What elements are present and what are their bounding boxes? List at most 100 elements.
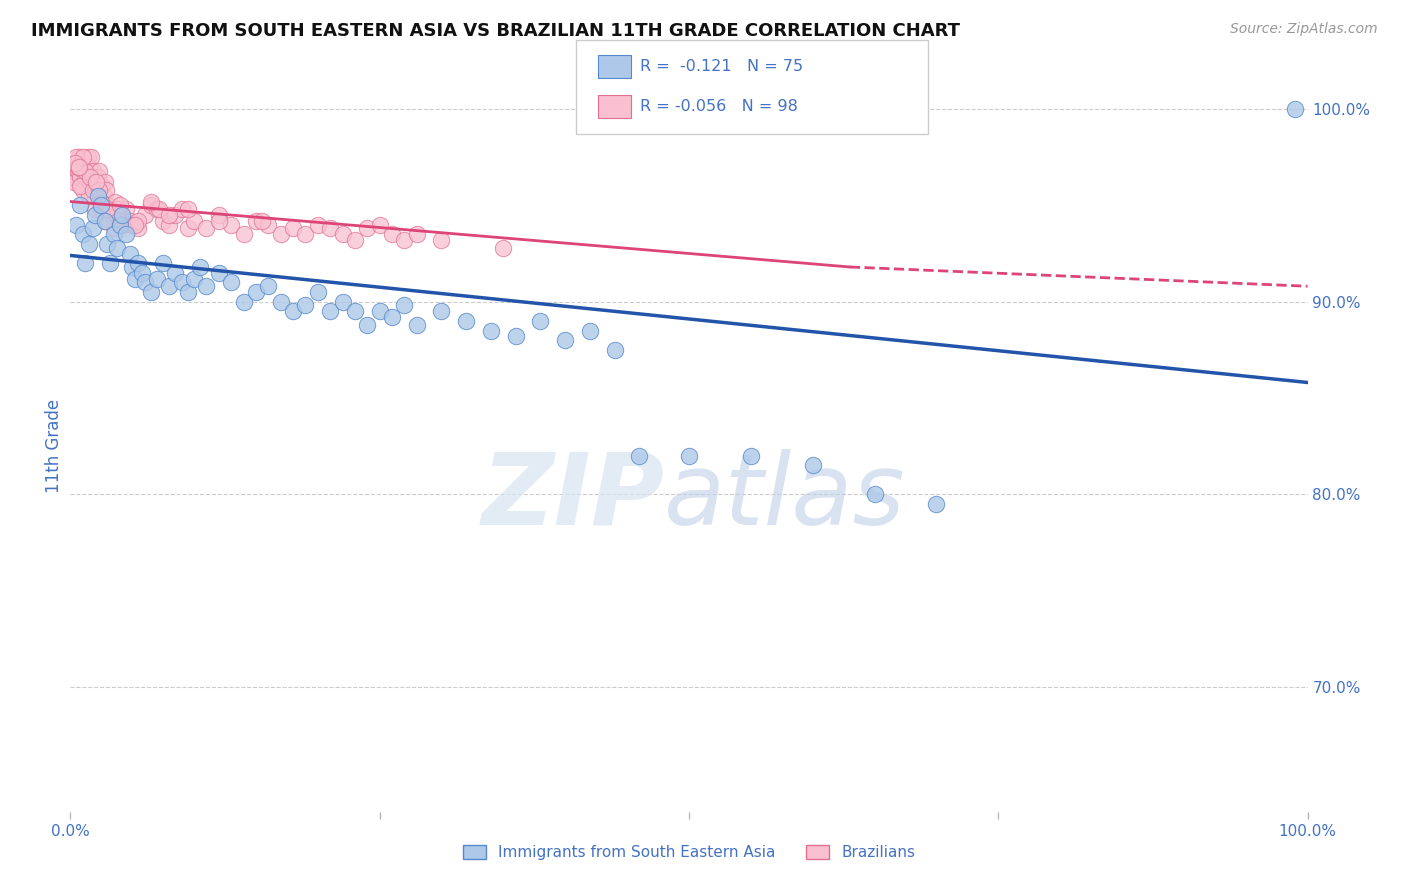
Point bbox=[529, 314, 551, 328]
Point bbox=[250, 214, 273, 228]
Point bbox=[188, 260, 211, 274]
Point bbox=[103, 221, 125, 235]
Point bbox=[108, 218, 131, 232]
Point bbox=[90, 194, 112, 209]
Point bbox=[208, 214, 231, 228]
Point bbox=[219, 276, 242, 290]
Point bbox=[69, 198, 91, 212]
Point bbox=[405, 318, 427, 332]
Point bbox=[232, 294, 254, 309]
Point bbox=[195, 221, 218, 235]
Text: ZIP: ZIP bbox=[481, 449, 664, 546]
Point bbox=[90, 194, 112, 209]
Text: Source: ZipAtlas.com: Source: ZipAtlas.com bbox=[1230, 22, 1378, 37]
Point bbox=[232, 227, 254, 242]
Point bbox=[332, 227, 354, 242]
Point bbox=[127, 214, 149, 228]
Point bbox=[96, 236, 118, 251]
Point bbox=[343, 233, 366, 247]
Point bbox=[96, 183, 118, 197]
Point bbox=[84, 188, 107, 202]
Point bbox=[281, 221, 304, 235]
Point bbox=[72, 227, 94, 242]
Point bbox=[96, 198, 118, 212]
Point bbox=[111, 218, 134, 232]
Point bbox=[105, 208, 128, 222]
Point bbox=[66, 163, 89, 178]
Point bbox=[183, 214, 205, 228]
Point bbox=[628, 449, 651, 463]
Point bbox=[98, 202, 121, 217]
Point bbox=[146, 202, 169, 217]
Point bbox=[82, 163, 104, 178]
Point bbox=[257, 279, 280, 293]
Point bbox=[148, 202, 170, 217]
Point bbox=[394, 298, 416, 312]
Point bbox=[121, 260, 143, 274]
Point bbox=[208, 208, 231, 222]
Point bbox=[165, 266, 187, 280]
Y-axis label: 11th Grade: 11th Grade bbox=[45, 399, 63, 493]
Point bbox=[94, 214, 117, 228]
Point bbox=[281, 304, 304, 318]
Point bbox=[343, 304, 366, 318]
Point bbox=[332, 294, 354, 309]
Point bbox=[157, 208, 180, 222]
Point bbox=[75, 169, 97, 184]
Point bbox=[157, 279, 180, 293]
Point bbox=[69, 179, 91, 194]
Point bbox=[152, 256, 174, 270]
Point bbox=[183, 271, 205, 285]
Point bbox=[101, 208, 124, 222]
Point bbox=[1284, 102, 1306, 116]
Point bbox=[219, 218, 242, 232]
Point bbox=[863, 487, 886, 501]
Point bbox=[75, 163, 97, 178]
Point bbox=[91, 179, 114, 194]
Point bbox=[98, 256, 121, 270]
Point bbox=[84, 175, 107, 189]
Point bbox=[127, 221, 149, 235]
Point bbox=[84, 202, 107, 217]
Point bbox=[62, 163, 84, 178]
Point bbox=[157, 218, 180, 232]
Point bbox=[356, 221, 378, 235]
Point bbox=[294, 227, 316, 242]
Point bbox=[118, 214, 141, 228]
Point bbox=[678, 449, 700, 463]
Point bbox=[579, 324, 602, 338]
Point bbox=[430, 233, 453, 247]
Point bbox=[121, 218, 143, 232]
Point bbox=[70, 179, 93, 194]
Point bbox=[84, 208, 107, 222]
Point bbox=[394, 233, 416, 247]
Point bbox=[108, 208, 131, 222]
Text: R =  -0.121   N = 75: R = -0.121 N = 75 bbox=[640, 60, 803, 74]
Point bbox=[67, 150, 90, 164]
Point bbox=[72, 150, 94, 164]
Point bbox=[307, 285, 329, 299]
Point bbox=[456, 314, 478, 328]
Point bbox=[801, 458, 824, 473]
Point bbox=[76, 150, 98, 164]
Point bbox=[65, 156, 87, 170]
Point bbox=[368, 304, 391, 318]
Point bbox=[118, 246, 141, 260]
Point bbox=[131, 266, 153, 280]
Point bbox=[111, 208, 134, 222]
Point bbox=[381, 227, 404, 242]
Point bbox=[80, 150, 103, 164]
Point bbox=[245, 285, 267, 299]
Point bbox=[177, 202, 200, 217]
Point bbox=[127, 256, 149, 270]
Point bbox=[603, 343, 626, 357]
Point bbox=[208, 266, 231, 280]
Point bbox=[139, 194, 162, 209]
Point bbox=[69, 169, 91, 184]
Point bbox=[307, 218, 329, 232]
Point bbox=[139, 285, 162, 299]
Point bbox=[479, 324, 502, 338]
Point bbox=[87, 183, 110, 197]
Point bbox=[65, 156, 87, 170]
Point bbox=[134, 276, 156, 290]
